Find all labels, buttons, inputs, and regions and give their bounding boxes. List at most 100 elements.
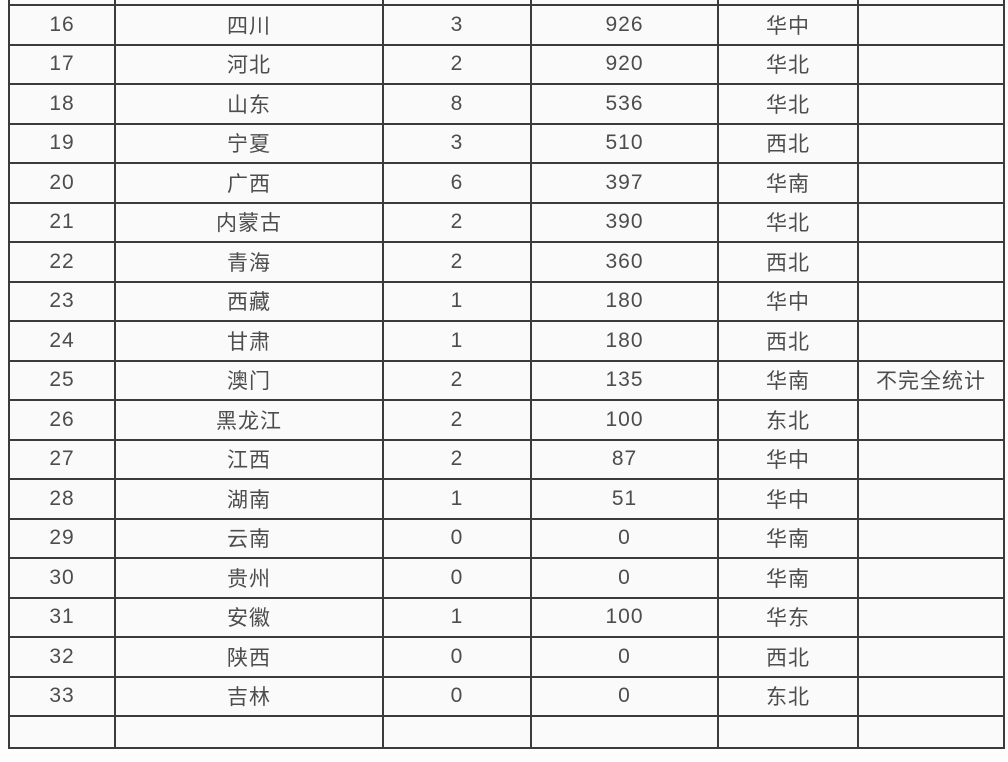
empty-cell xyxy=(8,715,116,749)
table-row: 16 四川 3 926 华中 xyxy=(8,4,1005,46)
province-cell: 宁夏 xyxy=(114,122,384,164)
table-row: 23 西藏 1 180 华中 xyxy=(8,280,1005,322)
rank-cell: 18 xyxy=(8,83,116,125)
note-cell xyxy=(857,162,1005,204)
partial-row-bottom xyxy=(8,715,1005,749)
count-cell: 2 xyxy=(382,359,532,401)
table-row: 22 青海 2 360 西北 xyxy=(8,241,1005,283)
value-cell: 390 xyxy=(530,201,719,243)
rank-cell: 23 xyxy=(8,280,116,322)
value-cell: 920 xyxy=(530,43,719,85)
value-cell: 360 xyxy=(530,241,719,283)
table-row: 33 吉林 0 0 东北 xyxy=(8,675,1005,717)
table-row: 21 内蒙古 2 390 华北 xyxy=(8,201,1005,243)
empty-cell xyxy=(382,0,532,6)
region-cell: 华南 xyxy=(717,359,859,401)
region-cell: 华南 xyxy=(717,162,859,204)
note-cell xyxy=(857,596,1005,638)
note-cell xyxy=(857,201,1005,243)
province-cell: 甘肃 xyxy=(114,320,384,362)
count-cell: 0 xyxy=(382,517,532,559)
count-cell: 1 xyxy=(382,280,532,322)
count-cell: 2 xyxy=(382,201,532,243)
rank-cell: 16 xyxy=(8,4,116,46)
note-cell xyxy=(857,478,1005,520)
province-cell: 黑龙江 xyxy=(114,399,384,441)
rank-cell: 30 xyxy=(8,557,116,599)
value-cell: 397 xyxy=(530,162,719,204)
rank-cell: 32 xyxy=(8,636,116,678)
region-cell: 西北 xyxy=(717,320,859,362)
rank-cell: 33 xyxy=(8,675,116,717)
value-cell: 536 xyxy=(530,83,719,125)
province-cell: 青海 xyxy=(114,241,384,283)
region-cell: 华北 xyxy=(717,43,859,85)
province-cell: 贵州 xyxy=(114,557,384,599)
rank-cell: 27 xyxy=(8,438,116,480)
value-cell: 135 xyxy=(530,359,719,401)
count-cell: 1 xyxy=(382,596,532,638)
province-cell: 吉林 xyxy=(114,675,384,717)
count-cell: 2 xyxy=(382,241,532,283)
value-cell: 0 xyxy=(530,675,719,717)
note-cell xyxy=(857,320,1005,362)
count-cell: 6 xyxy=(382,162,532,204)
region-cell: 东北 xyxy=(717,399,859,441)
count-cell: 0 xyxy=(382,675,532,717)
count-cell: 0 xyxy=(382,636,532,678)
count-cell: 8 xyxy=(382,83,532,125)
table-row: 31 安徽 1 100 华东 xyxy=(8,596,1005,638)
table-row: 19 宁夏 3 510 西北 xyxy=(8,122,1005,164)
region-cell: 西北 xyxy=(717,122,859,164)
table-row: 20 广西 6 397 华南 xyxy=(8,162,1005,204)
rank-cell: 20 xyxy=(8,162,116,204)
count-cell: 3 xyxy=(382,122,532,164)
value-cell: 0 xyxy=(530,636,719,678)
note-cell xyxy=(857,83,1005,125)
empty-cell xyxy=(717,715,859,749)
table-row: 24 甘肃 1 180 西北 xyxy=(8,320,1005,362)
province-cell: 山东 xyxy=(114,83,384,125)
empty-cell xyxy=(717,0,859,6)
count-cell: 1 xyxy=(382,478,532,520)
count-cell: 0 xyxy=(382,557,532,599)
empty-cell xyxy=(114,715,384,749)
count-cell: 2 xyxy=(382,43,532,85)
region-cell: 华中 xyxy=(717,438,859,480)
note-cell xyxy=(857,4,1005,46)
note-cell xyxy=(857,557,1005,599)
note-cell xyxy=(857,241,1005,283)
region-cell: 华中 xyxy=(717,280,859,322)
region-cell: 东北 xyxy=(717,675,859,717)
note-cell xyxy=(857,517,1005,559)
count-cell: 2 xyxy=(382,438,532,480)
note-cell xyxy=(857,438,1005,480)
value-cell: 0 xyxy=(530,557,719,599)
note-cell xyxy=(857,43,1005,85)
rank-cell: 28 xyxy=(8,478,116,520)
province-cell: 安徽 xyxy=(114,596,384,638)
count-cell: 2 xyxy=(382,399,532,441)
value-cell: 51 xyxy=(530,478,719,520)
table-row: 28 湖南 1 51 华中 xyxy=(8,478,1005,520)
rank-cell: 17 xyxy=(8,43,116,85)
rank-cell: 29 xyxy=(8,517,116,559)
table-row: 27 江西 2 87 华中 xyxy=(8,438,1005,480)
province-cell: 江西 xyxy=(114,438,384,480)
province-cell: 湖南 xyxy=(114,478,384,520)
value-cell: 0 xyxy=(530,517,719,559)
rank-cell: 21 xyxy=(8,201,116,243)
region-cell: 华北 xyxy=(717,83,859,125)
region-cell: 华南 xyxy=(717,557,859,599)
province-cell: 四川 xyxy=(114,4,384,46)
rank-cell: 25 xyxy=(8,359,116,401)
empty-cell xyxy=(530,715,719,749)
province-cell: 西藏 xyxy=(114,280,384,322)
table-row: 25 澳门 2 135 华南 不完全统计 xyxy=(8,359,1005,401)
region-cell: 华中 xyxy=(717,4,859,46)
value-cell: 100 xyxy=(530,596,719,638)
table-row: 30 贵州 0 0 华南 xyxy=(8,557,1005,599)
note-cell xyxy=(857,122,1005,164)
value-cell: 100 xyxy=(530,399,719,441)
